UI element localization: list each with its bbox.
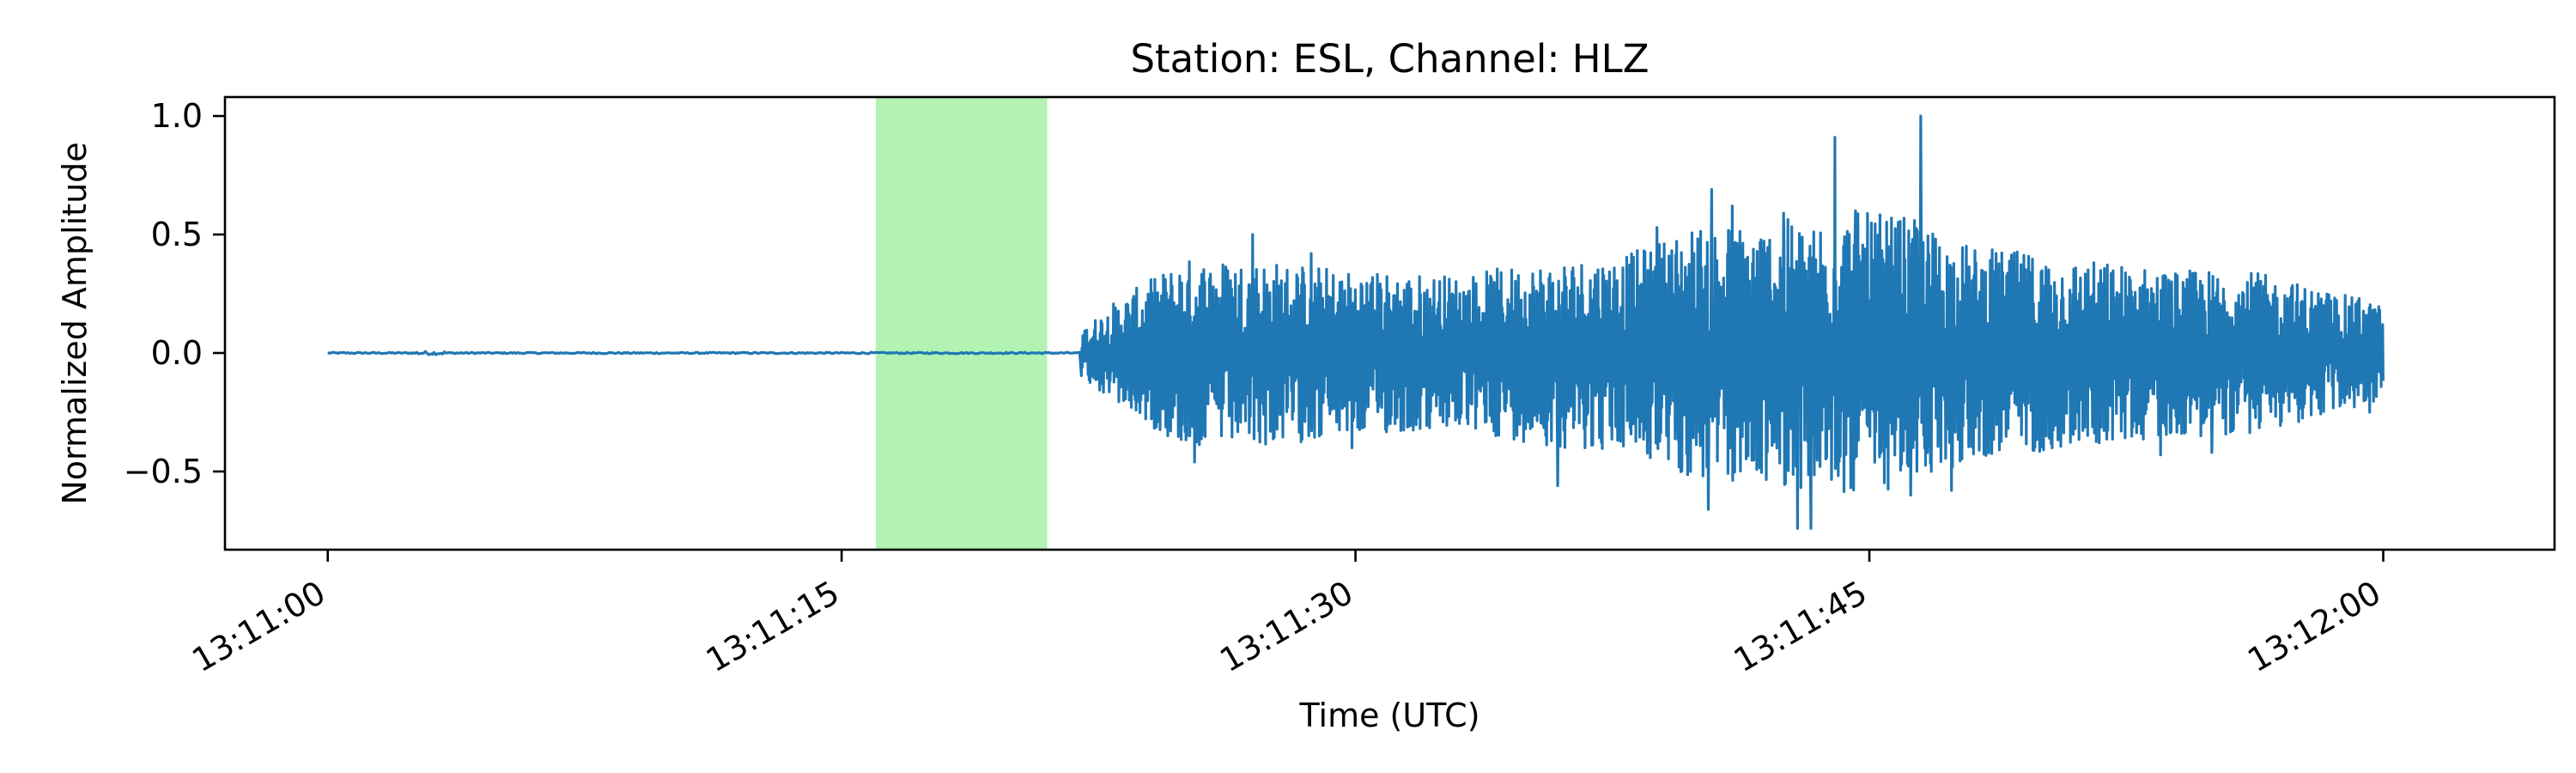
y-tick-label: −0.5 [124, 453, 203, 490]
y-tick-label: 0.0 [151, 334, 203, 372]
y-axis: −0.5 0.0 0.5 1.0 [124, 97, 225, 490]
y-axis-label: Normalized Amplitude [56, 142, 94, 504]
waveform-line [327, 114, 2385, 530]
plot-frame [223, 95, 2556, 551]
y-tick-label: 0.5 [151, 216, 203, 253]
highlight-layer [876, 97, 1048, 550]
highlight-window [876, 97, 1048, 550]
x-axis-label: Time (UTC) [1298, 697, 1479, 734]
chart-title: Station: ESL, Channel: HLZ [1130, 36, 1649, 82]
series-layer [327, 114, 2385, 530]
y-tick-label: 1.0 [151, 97, 203, 135]
